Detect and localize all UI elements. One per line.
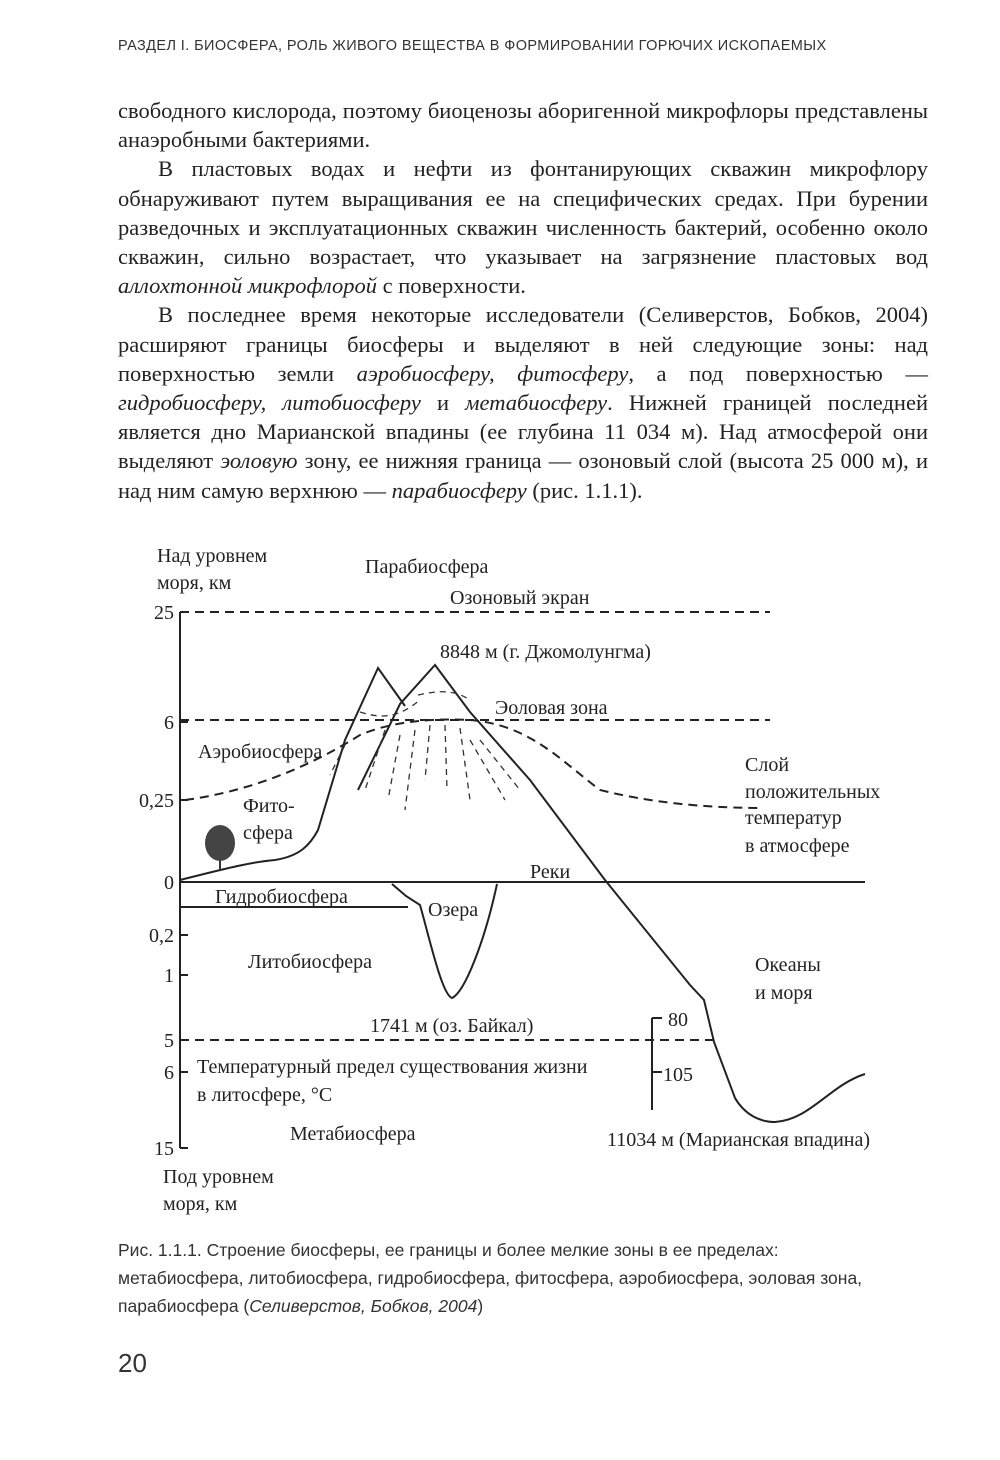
zone-label: Слой bbox=[745, 754, 789, 776]
page-number: 20 bbox=[118, 1348, 147, 1378]
inner-strokes bbox=[329, 691, 521, 811]
zone-label: Озоновый экран bbox=[450, 587, 590, 609]
zone-label: 105 bbox=[663, 1064, 693, 1086]
zone-label: Аэробиосфера bbox=[198, 741, 322, 763]
text-run: В последнее время некоторые исследовател… bbox=[118, 302, 928, 386]
zone-label: сфера bbox=[243, 822, 293, 844]
text-run: Рис. 1.1.1. Строение биосферы, ее границ… bbox=[118, 1240, 863, 1316]
running-header: РАЗДЕЛ I. БИОСФЕРА, РОЛЬ ЖИВОГО ВЕЩЕСТВА… bbox=[118, 38, 827, 54]
zone-label: в литосфере, °С bbox=[197, 1084, 332, 1106]
zone-label: Фито- bbox=[243, 795, 295, 817]
italic-text: парабиосферу bbox=[391, 477, 527, 503]
figure-lines bbox=[179, 611, 866, 1149]
tree-icon bbox=[205, 825, 235, 870]
zone-label: 80 bbox=[668, 1009, 688, 1031]
axis-title: Над уровнем bbox=[157, 545, 268, 567]
figure-caption: Рис. 1.1.1. Строение биосферы, ее границ… bbox=[118, 1236, 908, 1320]
zone-label: в атмосфере bbox=[745, 835, 850, 857]
tick-label: 6 bbox=[164, 1062, 174, 1084]
tick-label: 0,25 bbox=[139, 790, 174, 812]
zone-label: температур bbox=[745, 807, 842, 829]
zone-label: положительных bbox=[745, 781, 880, 803]
axis-title: Под уровнем bbox=[163, 1166, 274, 1188]
zone-label: 1741 м (оз. Байкал) bbox=[370, 1015, 533, 1037]
paragraph: свободного кислорода, поэтому биоценозы … bbox=[118, 96, 928, 154]
italic-text: Селиверстов, Бобков, 2004 bbox=[249, 1296, 478, 1316]
italic-text: эоловую bbox=[220, 448, 298, 474]
paragraph: В последнее время некоторые исследовател… bbox=[118, 300, 928, 504]
italic-text: метабиосферу bbox=[465, 390, 608, 416]
tick-label: 15 bbox=[154, 1138, 174, 1160]
zone-label: Озера bbox=[428, 899, 478, 921]
zone-label: Литобиосфера bbox=[248, 951, 372, 973]
text-run: , а под поверхностью — bbox=[628, 360, 928, 386]
zone-label: Парабиосфера bbox=[365, 556, 489, 578]
dashed-boundaries bbox=[180, 611, 770, 1041]
tick-label: 0,2 bbox=[149, 925, 174, 947]
zone-label: Эоловая зона bbox=[495, 697, 608, 719]
paragraph: В пластовых водах и нефти из фонтанирующ… bbox=[118, 154, 928, 300]
text-run: с поверхности. bbox=[377, 273, 526, 299]
tick-label: 6 bbox=[164, 712, 174, 734]
axis-title: моря, км bbox=[163, 1193, 238, 1215]
tick-label: 5 bbox=[164, 1030, 174, 1052]
zone-label: Метабиосфера bbox=[290, 1123, 416, 1145]
text-run: и bbox=[420, 390, 466, 416]
italic-text: аллохтонной микрофлорой bbox=[118, 273, 378, 299]
italic-text: гидробиосферу, литобиосферу bbox=[118, 390, 421, 416]
figure: 25 6 0,25 0 0,2 1 5 6 15 Над уровнем мор… bbox=[139, 545, 880, 1215]
zone-label: 8848 м (г. Джомолунгма) bbox=[440, 641, 651, 663]
tick-label: 1 bbox=[164, 965, 174, 987]
tick-label: 0 bbox=[164, 872, 174, 894]
text-run: ) bbox=[477, 1296, 484, 1316]
zone-label: Гидробиосфера bbox=[215, 886, 348, 908]
zone-label: Океаны bbox=[755, 954, 821, 976]
text-run: . Нижней границей последней является дно… bbox=[118, 390, 929, 474]
tick-label: 25 bbox=[154, 602, 174, 624]
body-text: свободного кислорода, поэтому биоценозы … bbox=[118, 96, 928, 505]
zone-label: Реки bbox=[530, 861, 570, 883]
zone-label: и моря bbox=[755, 982, 813, 1004]
text-run: свободного кислорода, поэтому биоценозы … bbox=[118, 98, 928, 153]
zone-label: 11034 м (Марианская впадина) bbox=[607, 1129, 870, 1151]
text-run: В пластовых водах и нефти из фонтанирующ… bbox=[118, 156, 928, 270]
axis-title: моря, км bbox=[157, 572, 232, 594]
text-run: (рис. 1.1.1). bbox=[526, 477, 643, 503]
zone-label: Температурный предел существования жизни bbox=[197, 1056, 588, 1078]
text-run: зону, ее нижняя граница — озоновый слой … bbox=[118, 448, 928, 503]
italic-text: аэробиосферу, фитосферу bbox=[356, 360, 629, 386]
